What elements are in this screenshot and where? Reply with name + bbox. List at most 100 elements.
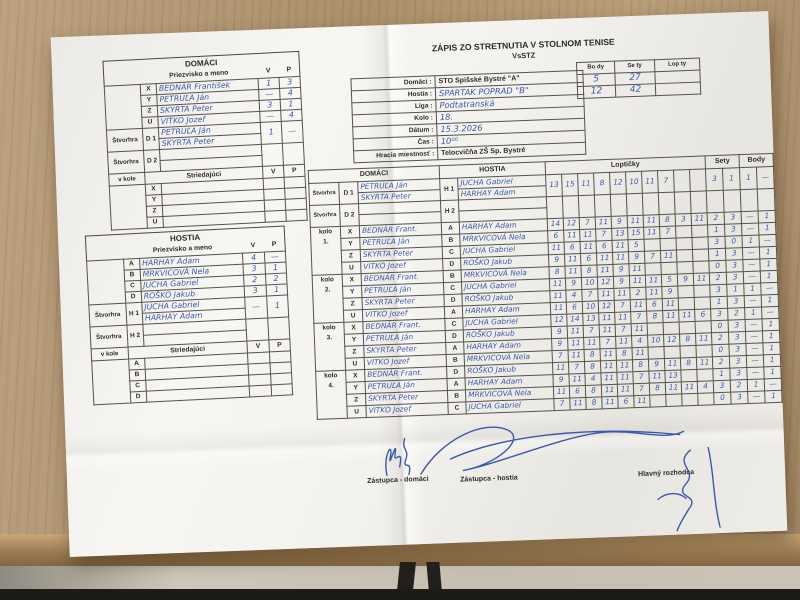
doubles-away-position: H 1 xyxy=(439,178,459,201)
ball-points-cell: 10 xyxy=(582,300,599,314)
ball-points-cell: 11 xyxy=(601,396,619,409)
sets-cell: 3 xyxy=(725,247,743,261)
ball-points-cell: 8 xyxy=(584,360,601,374)
doubles-losses xyxy=(267,316,290,340)
doubles-wins xyxy=(246,317,269,342)
ball-points-cell: 10 xyxy=(625,171,643,194)
away-position: B xyxy=(447,389,466,403)
ball-points-cell: 11 xyxy=(616,371,634,385)
ball-points-cell: 12 xyxy=(563,217,580,231)
substitute-position: U xyxy=(146,216,164,229)
ball-points-cell xyxy=(690,190,708,214)
ball-points-cell xyxy=(658,192,676,215)
home-position: Y xyxy=(346,381,366,395)
sets-cell xyxy=(706,190,725,213)
player-position: Z xyxy=(141,105,158,118)
ball-points-cell: 11 xyxy=(549,290,567,303)
ball-points-cell: 11 xyxy=(662,310,680,323)
sets-cell: 2 xyxy=(711,332,730,345)
substitute-position: Z xyxy=(146,205,163,218)
match-sheet-paper: ZÁPIS ZO STRETNUTIA V STOLNOM TENISE VsS… xyxy=(50,11,788,557)
player-position: X xyxy=(140,83,157,96)
ball-points-cell xyxy=(675,225,693,239)
ball-points-cell: 14 xyxy=(566,313,584,327)
sets-cell: 0 xyxy=(712,344,730,357)
score-summary-table: Bo dy Se ty Lop ty 5 27 12 42 xyxy=(576,58,701,100)
sets-cell: 2 xyxy=(730,379,748,393)
ball-points-cell: 8 xyxy=(646,310,664,324)
ball-points-cell: 13 xyxy=(664,369,682,383)
ball-points-cell: 7 xyxy=(633,383,650,396)
substitute-wins xyxy=(264,210,287,223)
sets-cell: 3 xyxy=(724,211,742,225)
ball-points-cell: 11 xyxy=(568,373,586,387)
ball-points-cell: 9 xyxy=(648,358,665,372)
points-cell: — xyxy=(760,282,779,295)
ball-points-cell: 11 xyxy=(600,360,617,373)
sets-cell: 0 xyxy=(725,235,743,249)
substitute-position: X xyxy=(145,183,162,196)
sets-cell: 1 xyxy=(722,167,741,191)
ball-points-cell: 11 xyxy=(596,252,613,265)
home-position: U xyxy=(341,261,362,275)
doubles-wins: — xyxy=(244,296,268,320)
ball-points-cell xyxy=(692,260,710,274)
away-position: B xyxy=(441,233,461,247)
ball-points-cell: 11 xyxy=(598,312,616,325)
ball-points-cell: 11 xyxy=(643,214,660,228)
doubles-wins xyxy=(261,143,284,167)
ball-points-cell xyxy=(674,191,692,215)
ball-points-cell: 11 xyxy=(616,359,633,373)
ball-points-cell: 10 xyxy=(647,334,665,348)
kolo-label: kolo 1. xyxy=(310,226,343,276)
points-cell: 1 xyxy=(758,210,776,224)
ball-points-cell: 7 xyxy=(552,350,569,363)
points-cell: 1 xyxy=(762,330,781,343)
home-position: Z xyxy=(341,249,361,263)
ball-points-cell: 11 xyxy=(681,381,698,394)
ball-points-cell: 4 xyxy=(584,372,602,386)
ball-points-cell: 11 xyxy=(600,372,618,385)
roster-left-spacer xyxy=(91,359,131,405)
home-position: U xyxy=(343,309,363,323)
ball-points-cell: 8 xyxy=(585,396,603,410)
ball-points-cell: 8 xyxy=(659,214,676,227)
ball-points-cell: 7 xyxy=(615,323,632,337)
signature-hostia-ink xyxy=(420,426,685,475)
ball-points-cell: 11 xyxy=(645,286,663,300)
sets-cell xyxy=(723,189,742,213)
substitute-wins xyxy=(249,384,272,397)
sets-cell: 3 xyxy=(728,319,746,333)
player-position: A xyxy=(123,258,140,271)
ball-points-cell xyxy=(664,345,681,359)
points-cell: 1 xyxy=(763,342,781,355)
sets-cell: 3 xyxy=(713,380,731,393)
ball-points-cell: 6 xyxy=(547,230,565,243)
col-v-header: V xyxy=(265,67,271,75)
away-position: C xyxy=(444,317,464,331)
points-cell: — xyxy=(742,246,760,260)
away-position: C xyxy=(443,281,462,295)
stvorhra-label: Štvorhra xyxy=(89,325,128,349)
ball-points-cell: 7 xyxy=(553,398,571,411)
points-cell: 1 xyxy=(763,354,781,367)
ball-points-cell: 9 xyxy=(548,254,565,267)
sets-cell: 2 xyxy=(712,356,730,369)
substitute-position: B xyxy=(128,369,146,382)
ball-points-cell xyxy=(644,262,662,276)
kolo-number: 3. xyxy=(326,333,333,342)
points-cell: — xyxy=(746,366,765,380)
ball-points-cell xyxy=(691,224,709,238)
ball-points-cell xyxy=(660,238,677,251)
roster-left-spacer xyxy=(104,84,143,131)
ball-points-cell: 11 xyxy=(548,242,565,255)
home-position: X xyxy=(342,273,362,287)
sets-cell: 3 xyxy=(729,343,747,357)
ball-points-cell: 11 xyxy=(629,275,646,288)
points-cell: — xyxy=(743,270,761,284)
points-cell: — xyxy=(741,211,759,224)
away-position: A xyxy=(445,341,465,355)
ball-points-cell: 3 xyxy=(675,213,692,227)
ball-points-cell: 11 xyxy=(632,347,649,360)
